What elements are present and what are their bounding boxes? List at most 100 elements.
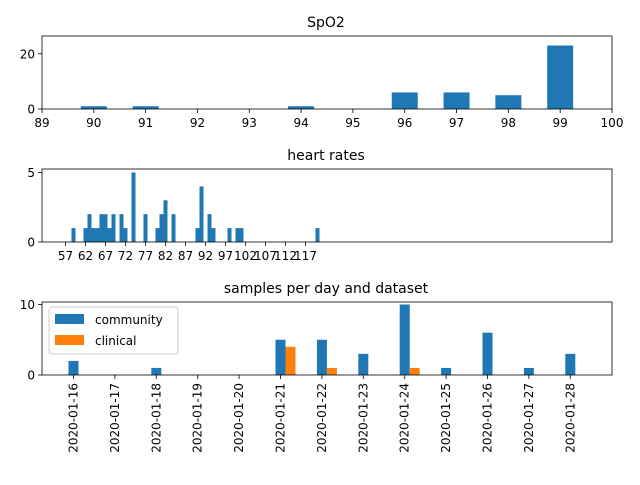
heart-rate-bar: [171, 214, 176, 242]
samples-x-tick-label: 2020-01-19: [191, 383, 205, 453]
legend-label-clinical: clinical: [95, 334, 137, 348]
heart-rate-bar: [163, 200, 168, 242]
samples-x-tick-label: 2020-01-25: [439, 383, 453, 453]
heart-rate-x-tick-label: 77: [138, 249, 153, 263]
legend: community clinical: [48, 306, 179, 355]
spo2-y-tick-label: 0: [27, 103, 35, 117]
samples-bar-community: [565, 353, 576, 375]
spo2-y-tick-label: 20: [20, 47, 35, 61]
samples-bar-community: [316, 339, 327, 375]
spo2-axes-frame: [41, 35, 613, 110]
samples-bar-community: [399, 304, 410, 375]
samples-x-tick-label: 2020-01-28: [563, 383, 577, 453]
heart-rate-bar: [227, 228, 232, 242]
samples-bar-community: [275, 339, 286, 375]
spo2-x-ticks: 89 90 91 92 93 94 95 96 97 98 99 100: [34, 109, 623, 130]
spo2-y-ticks: 0 20: [20, 47, 42, 117]
samples-x-tick-label: 2020-01-27: [522, 383, 536, 453]
samples-panel: samples per day and dataset 2020-01-16 20…: [20, 281, 613, 453]
samples-x-tick-label: 2020-01-20: [232, 383, 246, 453]
spo2-x-tick-label: 98: [501, 116, 516, 130]
samples-axes-frame: [41, 301, 613, 376]
heart-rates-title: heart rates: [287, 148, 365, 164]
heart-rates-bars: [71, 172, 320, 242]
heart-rate-x-tick-label: 67: [98, 249, 113, 263]
spo2-x-tick-label: 92: [190, 116, 205, 130]
samples-x-tick-label: 2020-01-22: [315, 383, 329, 453]
heart-rate-bar: [315, 228, 320, 242]
heart-rate-bar: [87, 214, 92, 242]
heart-rates-axes-frame: [41, 168, 613, 243]
heart-rate-bar: [155, 228, 160, 242]
spo2-x-tick-label: 89: [34, 116, 49, 130]
samples-x-ticks: 2020-01-16 2020-01-17 2020-01-18 2020-01-19…: [67, 375, 577, 453]
heart-rate-x-tick-label: 87: [178, 249, 193, 263]
spo2-bar: [80, 106, 107, 109]
samples-bar-clinical: [326, 367, 337, 375]
heart-rate-bar: [107, 228, 112, 242]
heart-rate-x-tick-label: 72: [118, 249, 133, 263]
samples-bar-clinical: [409, 367, 420, 375]
spo2-x-tick-label: 97: [449, 116, 464, 130]
heart-rate-x-tick-label: 92: [198, 249, 213, 263]
heart-rate-x-tick-label: 57: [58, 249, 73, 263]
spo2-bar: [495, 95, 522, 109]
legend-label-community: community: [95, 313, 163, 327]
heart-rate-x-tick-label: 107: [254, 249, 277, 263]
heart-rate-bar: [131, 172, 136, 242]
heart-rates-y-ticks: 05: [27, 166, 42, 250]
heart-rate-bar: [119, 214, 124, 242]
heart-rate-bar: [111, 214, 116, 242]
heart-rate-x-tick-label: 112: [274, 249, 297, 263]
heart-rate-bar: [71, 228, 76, 242]
heart-rate-bar: [143, 214, 148, 242]
heart-rate-bar: [95, 228, 100, 242]
legend-swatch-community: [55, 314, 84, 324]
heart-rate-bar: [207, 214, 212, 242]
samples-x-tick-label: 2020-01-17: [108, 383, 122, 453]
heart-rate-y-tick-label: 0: [27, 236, 35, 250]
heart-rate-bar: [99, 214, 104, 242]
samples-x-tick-label: 2020-01-23: [356, 383, 370, 453]
spo2-panel: SpO2 89 90 91 92 93 94 95 96 97 98 99 100 0 20: [20, 15, 624, 130]
samples-x-tick-label: 2020-01-18: [149, 383, 163, 453]
samples-bar-community: [68, 360, 79, 375]
spo2-x-tick-label: 93: [242, 116, 257, 130]
legend-swatch-clinical: [55, 335, 84, 345]
heart-rate-x-tick-label: 82: [158, 249, 173, 263]
spo2-bar: [443, 92, 470, 109]
heart-rates-panel: heart rates 57 62 67 72 77 82 87 92 97 1021071121…: [27, 148, 613, 263]
heart-rate-y-tick-label: 5: [27, 166, 35, 180]
spo2-bar: [288, 106, 315, 109]
heart-rate-bar: [195, 228, 200, 242]
heart-rate-bar: [235, 228, 240, 242]
samples-x-tick-label: 2020-01-16: [67, 383, 81, 453]
heart-rate-x-tick-label: 117: [294, 249, 317, 263]
samples-y-tick-label: 0: [27, 369, 35, 383]
heart-rate-x-tick-label: 102: [234, 249, 257, 263]
samples-bars: [68, 304, 576, 375]
heart-rate-bar: [123, 228, 128, 242]
spo2-title: SpO2: [307, 15, 345, 31]
samples-bar-community: [482, 332, 493, 375]
samples-bar-community: [151, 367, 162, 375]
heart-rate-bar: [103, 214, 108, 242]
spo2-bar: [391, 92, 418, 109]
samples-bar-community: [358, 353, 369, 375]
spo2-x-tick-label: 100: [601, 116, 624, 130]
samples-x-tick-label: 2020-01-24: [398, 383, 412, 453]
spo2-bar: [132, 106, 159, 109]
heart-rate-x-tick-label: 62: [78, 249, 93, 263]
heart-rate-bar: [159, 214, 164, 242]
samples-bar-community: [441, 367, 452, 375]
spo2-x-tick-label: 90: [86, 116, 101, 130]
heart-rate-bar: [83, 228, 88, 242]
spo2-x-tick-label: 99: [553, 116, 568, 130]
spo2-x-tick-label: 94: [293, 116, 308, 130]
spo2-x-tick-label: 91: [138, 116, 153, 130]
spo2-bars: [80, 45, 574, 109]
samples-x-tick-label: 2020-01-26: [481, 383, 495, 453]
